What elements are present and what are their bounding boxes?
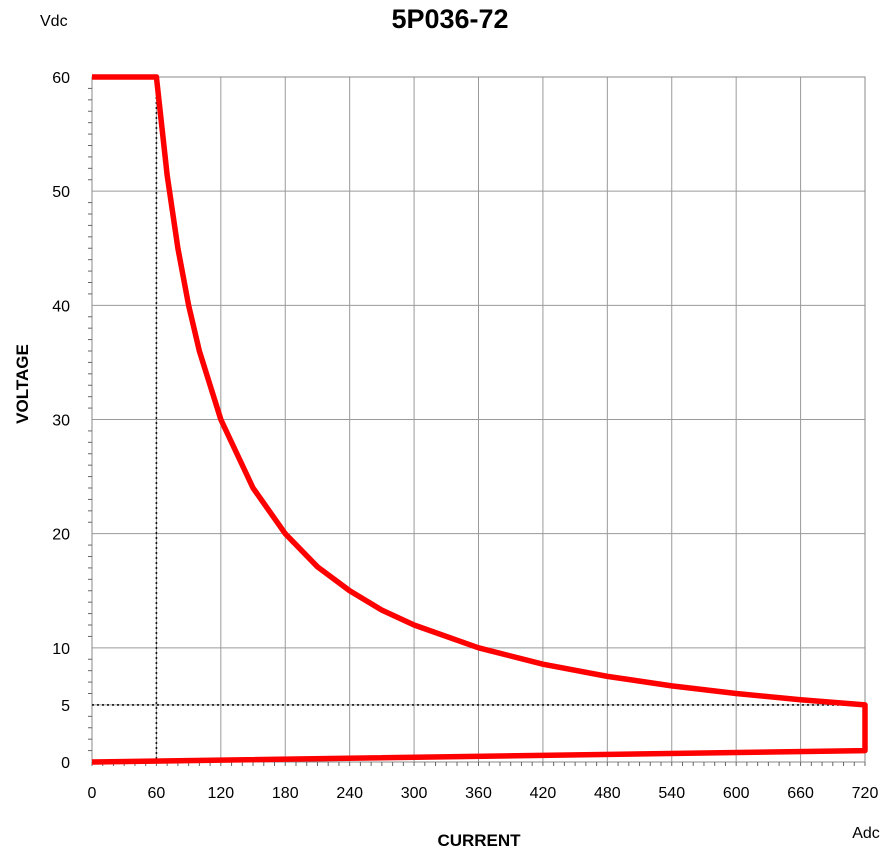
y-tick-label: 40 (52, 298, 70, 315)
x-tick-labels: 0 60 120 180 240 300 360 420 480 540 600 660 720 (88, 785, 879, 802)
x-tick-label: 480 (594, 785, 621, 802)
y-tick-label: 20 (52, 527, 70, 544)
x-unit-label: Adc (852, 825, 880, 842)
y-tick-label: 0 (61, 755, 70, 772)
y-tick-labels: 0 5 10 20 30 40 50 60 (52, 70, 70, 772)
x-tick-label: 240 (336, 785, 363, 802)
y-tick-label: 60 (52, 70, 70, 87)
x-tick-label: 180 (272, 785, 299, 802)
x-tick-label: 0 (88, 785, 97, 802)
y-tick-label: 30 (52, 413, 70, 430)
y-unit-label: Vdc (40, 13, 68, 30)
y-tick-label: 10 (52, 641, 70, 658)
grid-lines (91, 76, 866, 763)
x-tick-label: 300 (401, 785, 428, 802)
y-axis-title: VOLTAGE (13, 344, 32, 424)
x-tick-label: 660 (787, 785, 814, 802)
y-tick-label: 50 (52, 184, 70, 201)
x-tick-label: 420 (530, 785, 557, 802)
x-axis-title: CURRENT (437, 831, 521, 850)
x-tick-label: 360 (465, 785, 492, 802)
x-tick-label: 60 (148, 785, 166, 802)
x-tick-label: 600 (723, 785, 750, 802)
chart-title: 5P036-72 (391, 4, 508, 34)
x-tick-label: 120 (207, 785, 234, 802)
axis-minor-ticks (88, 87, 866, 766)
y-tick-label: 5 (61, 698, 70, 715)
x-tick-label: 540 (658, 785, 685, 802)
x-tick-label: 720 (852, 785, 879, 802)
series-layer (91, 74, 868, 765)
reference-lines (92, 77, 865, 762)
series-line (91, 74, 868, 765)
